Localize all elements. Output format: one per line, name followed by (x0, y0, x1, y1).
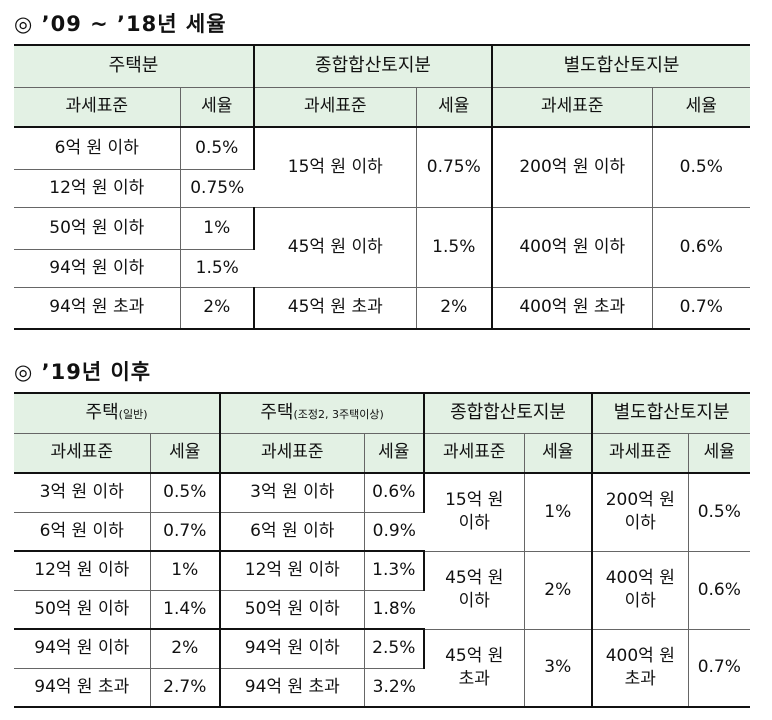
separate-base-cell: 400억 원 초과 (592, 629, 689, 708)
housing-rate-cell: 1% (180, 207, 255, 250)
group-header-housing: 주택분 (14, 44, 255, 88)
multi-base-cell: 12억 원 이하 (220, 551, 365, 591)
separate-rate-cell: 0.6% (688, 551, 751, 630)
comprehensive-base-cell: 45억 원 이하 (254, 207, 417, 288)
general-base-cell: 12억 원 이하 (14, 551, 151, 591)
multi-base-cell: 94억 원 이하 (220, 629, 365, 669)
multi-base-cell: 3억 원 이하 (220, 473, 365, 513)
separate-base-cell: 200억 원 이하 (492, 127, 653, 208)
col-header-rate: 세율 (524, 433, 594, 474)
comprehensive-rate-cell: 1% (524, 473, 594, 552)
group-header-comprehensive: 종합합산토지분 (254, 44, 494, 88)
separate-rate-cell: 0.5% (652, 127, 751, 208)
comprehensive-rate-cell: 1.5% (416, 207, 494, 288)
group-note: (조정2, 3주택이상) (293, 408, 384, 422)
col-header-rate: 세율 (150, 433, 222, 474)
multi-rate-cell: 3.2% (364, 668, 425, 708)
base-line: 초과 (624, 668, 656, 689)
base-line: 이하 (458, 591, 490, 611)
multi-rate-cell: 1.8% (364, 590, 425, 630)
col-header-rate: 세율 (652, 87, 751, 128)
comprehensive-rate-cell: 2% (416, 287, 494, 330)
group-header-housing-multi: 주택(조정2, 3주택이상) (220, 392, 426, 434)
multi-base-cell: 50억 원 이하 (220, 590, 365, 630)
group-header-separate: 별도합산토지분 (492, 44, 751, 88)
general-rate-cell: 2.7% (150, 668, 222, 708)
general-base-cell: 94억 원 이하 (14, 629, 151, 669)
base-line: 초과 (458, 668, 490, 689)
general-base-cell: 94억 원 초과 (14, 668, 151, 708)
comprehensive-base-cell: 45억 원 초과 (424, 629, 525, 708)
general-rate-cell: 1% (150, 551, 222, 591)
multi-rate-cell: 0.9% (364, 512, 425, 552)
group-header-comprehensive: 종합합산토지분 (424, 392, 594, 434)
col-header-rate: 세율 (364, 433, 426, 474)
section1-title: ◎ ’09 ~ ’18년 세율 (14, 12, 227, 36)
rates-table-2009-2018: 주택분 종합합산토지분 별도합산토지분 과세표준 세율 과세표준 세율 과세표준… (14, 44, 751, 330)
separate-base-cell: 200억 원 이하 (592, 473, 689, 552)
col-header-base: 과세표준 (14, 87, 181, 128)
comprehensive-base-cell: 45억 원 초과 (254, 287, 417, 330)
housing-base-cell: 94억 원 이하 (14, 249, 181, 288)
base-line: 400억 원 (605, 568, 675, 589)
group-label: 주택 (85, 402, 119, 424)
housing-base-cell: 50억 원 이하 (14, 207, 181, 250)
housing-base-cell: 12억 원 이하 (14, 169, 181, 208)
base-line: 400억 원 (605, 645, 675, 666)
separate-base-cell: 400억 원 이하 (592, 551, 689, 630)
separate-rate-cell: 0.7% (652, 287, 751, 330)
base-line: 이하 (624, 591, 656, 611)
general-rate-cell: 0.7% (150, 512, 222, 552)
comprehensive-base-cell: 45억 원 이하 (424, 551, 525, 630)
general-rate-cell: 1.4% (150, 590, 222, 630)
col-header-base: 과세표준 (14, 433, 151, 474)
multi-rate-cell: 1.3% (364, 551, 426, 591)
rates-table-2019-onward: 주택(일반) 주택(조정2, 3주택이상) 종합합산토지분 별도합산토지분 과세… (14, 392, 751, 708)
separate-rate-cell: 0.5% (688, 473, 751, 552)
comprehensive-rate-cell: 3% (524, 629, 594, 708)
general-rate-cell: 2% (150, 629, 222, 669)
group-header-separate: 별도합산토지분 (592, 392, 751, 434)
separate-rate-cell: 0.6% (652, 207, 751, 288)
housing-base-cell: 94억 원 초과 (14, 287, 181, 330)
col-header-base: 과세표준 (424, 433, 525, 474)
separate-base-cell: 400억 원 이하 (492, 207, 653, 288)
group-note: (일반) (118, 408, 148, 422)
general-base-cell: 6억 원 이하 (14, 512, 151, 552)
comprehensive-rate-cell: 0.75% (416, 127, 494, 208)
col-header-base: 과세표준 (220, 433, 365, 474)
housing-rate-cell: 2% (180, 287, 255, 330)
general-rate-cell: 0.5% (150, 473, 222, 513)
comprehensive-base-cell: 15억 원 이하 (254, 127, 417, 208)
comprehensive-base-cell: 15억 원 이하 (424, 473, 525, 552)
housing-rate-cell: 0.75% (180, 169, 254, 208)
comprehensive-rate-cell: 2% (524, 551, 594, 630)
base-line: 이하 (624, 513, 656, 534)
separate-base-cell: 400억 원 초과 (492, 287, 653, 330)
section2-title: ◎ ’19년 이후 (14, 360, 152, 384)
base-line: 45억 원 (445, 645, 504, 666)
housing-rate-cell: 1.5% (180, 249, 254, 288)
base-line: 이하 (458, 513, 490, 534)
col-header-base: 과세표준 (492, 87, 653, 128)
general-base-cell: 50억 원 이하 (14, 590, 151, 630)
housing-base-cell: 6억 원 이하 (14, 127, 181, 170)
group-header-housing-general: 주택(일반) (14, 392, 222, 434)
col-header-base: 과세표준 (254, 87, 417, 128)
col-header-rate: 세율 (688, 433, 751, 474)
col-header-rate: 세율 (416, 87, 494, 128)
col-header-base: 과세표준 (592, 433, 689, 474)
multi-rate-cell: 0.6% (364, 473, 426, 513)
base-line: 15억 원 (445, 490, 504, 511)
multi-rate-cell: 2.5% (364, 629, 426, 669)
base-line: 45억 원 (445, 568, 504, 589)
multi-base-cell: 6억 원 이하 (220, 512, 365, 552)
housing-rate-cell: 0.5% (180, 127, 255, 170)
multi-base-cell: 94억 원 초과 (220, 668, 365, 708)
base-line: 200억 원 (605, 490, 675, 511)
general-base-cell: 3억 원 이하 (14, 473, 151, 513)
group-label: 주택 (260, 402, 294, 424)
separate-rate-cell: 0.7% (688, 629, 751, 708)
col-header-rate: 세율 (180, 87, 255, 128)
